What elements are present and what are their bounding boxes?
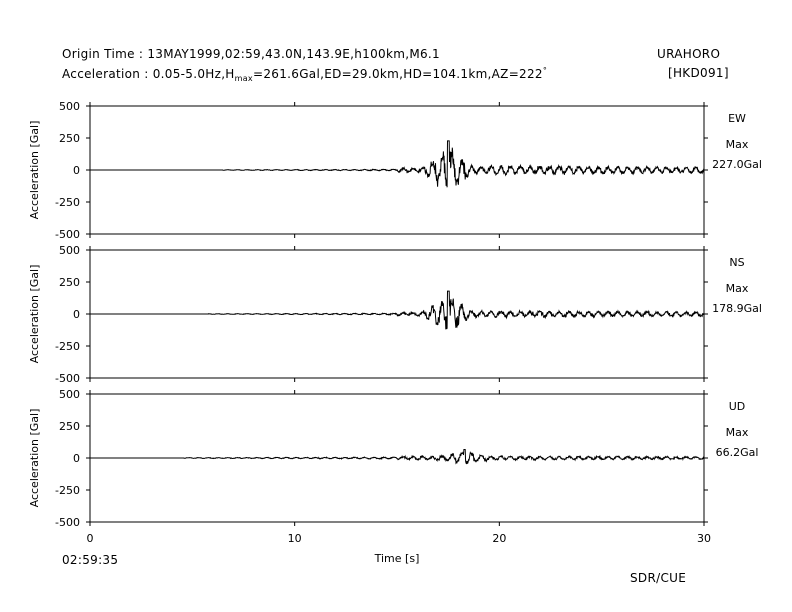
accel-subscript: max: [234, 74, 253, 83]
x-tick-label: 0: [87, 532, 94, 545]
max-value-ns: 178.9Gal: [712, 302, 762, 315]
station-name: URAHORO: [657, 47, 721, 61]
max-label: Max: [726, 282, 749, 295]
component-label-ud: UD: [729, 400, 746, 413]
waveform-ud: [90, 449, 705, 465]
y-tick-label: -500: [55, 372, 80, 385]
y-tick-label: 250: [59, 276, 80, 289]
credit-label: SDR/CUE: [630, 571, 687, 585]
x-tick-label: 30: [697, 532, 711, 545]
y-tick-label: -250: [55, 484, 80, 497]
y-tick-label: 500: [59, 244, 80, 257]
component-label-ns: NS: [729, 256, 744, 269]
y-tick-label: 500: [59, 388, 80, 401]
x-tick-label: 20: [492, 532, 506, 545]
y-tick-label: -500: [55, 516, 80, 529]
x-tick-label: 10: [288, 532, 302, 545]
accel-suffix: =261.6Gal,ED=29.0km,HD=104.1km,AZ=222: [252, 67, 543, 81]
x-axis-label: Time [s]: [374, 552, 420, 565]
y-axis-label: Acceleration [Gal]: [28, 121, 41, 220]
y-axis-label: Acceleration [Gal]: [28, 265, 41, 364]
waveform-ns: [90, 290, 705, 330]
acceleration-info-line: Acceleration : 0.05-5.0Hz,Hmax=261.6Gal,…: [62, 66, 548, 83]
y-tick-label: 0: [73, 164, 80, 177]
component-label-ew: EW: [728, 112, 746, 125]
accel-prefix: Acceleration : 0.05-5.0Hz,H: [62, 67, 235, 81]
origin-time-line: Origin Time : 13MAY1999,02:59,43.0N,143.…: [62, 47, 440, 61]
start-time-label: 02:59:35: [62, 553, 119, 567]
y-tick-label: 500: [59, 100, 80, 113]
y-tick-label: -250: [55, 196, 80, 209]
waveform-ew: [90, 140, 705, 188]
max-value-ud: 66.2Gal: [716, 446, 759, 459]
y-tick-label: -250: [55, 340, 80, 353]
max-label: Max: [726, 138, 749, 151]
degree-sign: °: [542, 66, 548, 75]
max-label: Max: [726, 426, 749, 439]
y-tick-label: 250: [59, 132, 80, 145]
y-tick-label: 0: [73, 452, 80, 465]
station-code: [HKD091]: [668, 66, 729, 80]
y-tick-label: -500: [55, 228, 80, 241]
max-value-ew: 227.0Gal: [712, 158, 762, 171]
y-tick-label: 0: [73, 308, 80, 321]
y-tick-label: 250: [59, 420, 80, 433]
y-axis-label: Acceleration [Gal]: [28, 409, 41, 508]
